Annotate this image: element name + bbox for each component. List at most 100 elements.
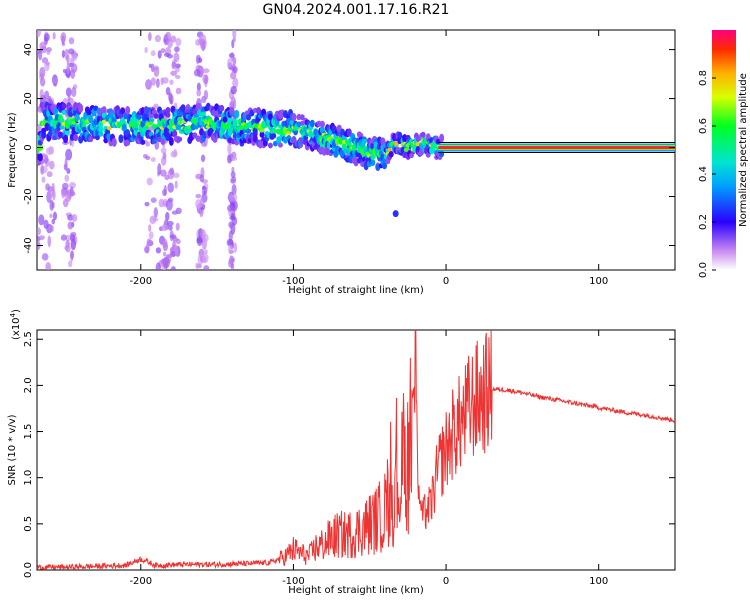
- spectral-blob: [195, 102, 201, 112]
- noise-blob: [51, 77, 59, 85]
- noise-blob: [45, 262, 51, 270]
- spectral-blob: [172, 130, 178, 138]
- noise-blob: [47, 235, 52, 248]
- noise-blob: [157, 163, 162, 176]
- noise-blob: [62, 182, 69, 190]
- noise-blob: [195, 262, 200, 269]
- spectrogram-heatmap: [37, 30, 675, 270]
- spectral-blob: [118, 134, 124, 144]
- noise-blob: [71, 86, 77, 98]
- spectral-blob: [61, 109, 67, 115]
- noise-blob: [165, 211, 170, 221]
- noise-blob: [145, 242, 150, 254]
- colorbar-tick-label: 0.6: [698, 118, 709, 134]
- noise-blob: [153, 207, 158, 218]
- noise-blob: [201, 95, 207, 104]
- noise-blob: [170, 70, 178, 76]
- noise-blob: [70, 63, 78, 74]
- noise-blob: [204, 249, 208, 255]
- spectral-peak: [393, 141, 399, 146]
- y-tick-label: -40: [23, 237, 34, 253]
- noise-blob: [51, 218, 55, 225]
- noise-blob: [65, 148, 73, 161]
- noise-blob: [37, 227, 42, 236]
- noise-blob: [199, 174, 205, 183]
- noise-blob: [46, 50, 51, 55]
- noise-blob: [49, 199, 54, 211]
- y-tick-label: 1.5: [23, 424, 34, 440]
- noise-blob: [52, 189, 56, 201]
- noise-blob: [37, 49, 42, 54]
- spectrogram-x-axis-label: Height of straight line (km): [288, 285, 424, 296]
- noise-blob: [230, 85, 237, 95]
- spectral-blob: [136, 114, 142, 120]
- spectral-blob: [168, 136, 174, 146]
- noise-blob: [40, 164, 45, 175]
- spectral-blob: [299, 114, 305, 121]
- noise-blob: [174, 180, 178, 189]
- noise-blob: [170, 266, 176, 270]
- spectral-blob: [370, 159, 376, 166]
- noise-blob: [160, 77, 164, 86]
- spectral-blob: [74, 113, 80, 123]
- noise-blob: [162, 251, 167, 257]
- spectral-peak: [101, 119, 107, 124]
- noise-blob: [227, 204, 234, 212]
- zero-band-core: [438, 146, 675, 150]
- noise-blob: [204, 74, 208, 85]
- noise-blob: [232, 66, 238, 74]
- noise-blob: [232, 37, 236, 43]
- noise-blob: [171, 210, 178, 215]
- noise-blob: [68, 37, 75, 45]
- spectral-blob: [234, 109, 240, 119]
- noise-blob: [173, 172, 180, 179]
- spectral-blob: [56, 122, 62, 132]
- spectral-blob: [276, 136, 282, 145]
- colorbar-tick-label: 0.2: [698, 214, 709, 230]
- spectral-blob: [125, 139, 131, 146]
- noise-blob: [157, 50, 162, 59]
- noise-blob: [162, 77, 169, 84]
- noise-blob: [163, 184, 167, 196]
- noise-blob: [70, 250, 75, 260]
- y-tick-label: 2.5: [23, 331, 34, 347]
- noise-blob: [201, 253, 209, 264]
- noise-blob: [65, 87, 72, 97]
- y-tick-label: -20: [23, 188, 34, 204]
- x-tick-label: -100: [282, 276, 305, 287]
- noise-blob: [174, 63, 181, 69]
- noise-blob: [62, 198, 69, 208]
- spectral-blob: [47, 130, 53, 137]
- spectral-blob: [319, 120, 325, 128]
- noise-blob: [144, 46, 148, 54]
- noise-blob: [167, 38, 173, 49]
- noise-blob: [167, 54, 173, 59]
- noise-blob: [159, 169, 167, 177]
- noise-blob: [69, 181, 76, 189]
- spectral-blob: [336, 124, 342, 132]
- noise-blob: [53, 211, 58, 221]
- noise-blob: [196, 82, 201, 92]
- noise-blob: [45, 183, 50, 191]
- y-tick-label: 0.5: [23, 516, 34, 532]
- colorbar: 0.0 0.2 0.4 0.6 0.8 Normalized spectral ampl…: [698, 30, 749, 278]
- x-tick-label: -200: [129, 276, 152, 287]
- y-tick-label: 2.0: [23, 377, 34, 393]
- colorbar-tick-label: 0.8: [698, 70, 709, 86]
- noise-blob: [66, 54, 70, 65]
- noise-blob: [196, 89, 202, 97]
- spectral-blob: [140, 139, 146, 145]
- spectral-blob: [37, 153, 43, 162]
- noise-blob: [199, 67, 204, 72]
- noise-blob: [155, 262, 161, 270]
- noise-blob: [64, 174, 70, 182]
- noise-blob: [153, 66, 160, 77]
- noise-blob: [228, 239, 234, 247]
- noise-blob: [150, 77, 156, 86]
- spectral-blob: [439, 151, 445, 158]
- snr-scale-factor: (x104): [9, 309, 22, 340]
- noise-blob: [230, 96, 236, 105]
- spectrogram-y-axis-label: Frequency (Hz): [7, 112, 18, 188]
